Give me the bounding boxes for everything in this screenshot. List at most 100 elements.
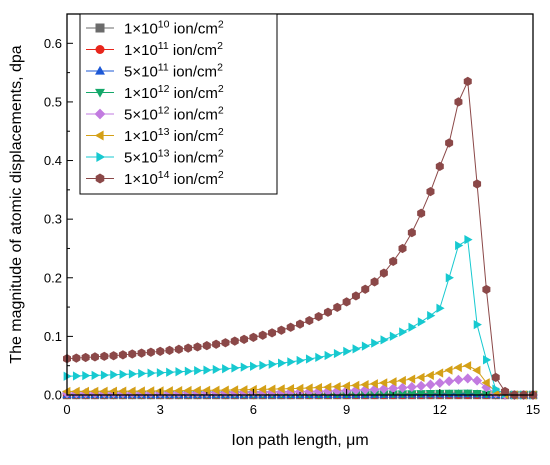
x-tick-label: 3 [157, 402, 164, 417]
legend-label-text: ion/cm [169, 21, 217, 38]
x-tick-label: 12 [433, 402, 447, 417]
data-point [369, 384, 380, 395]
data-point [444, 389, 454, 398]
data-point [444, 365, 453, 375]
data-point [100, 370, 110, 380]
data-point [380, 335, 389, 345]
data-point [427, 310, 436, 321]
data-point [371, 338, 380, 348]
x-axis: 0 3 6 9 12 15 [63, 389, 540, 417]
data-point [295, 383, 304, 393]
data-point [99, 386, 108, 396]
data-point [249, 332, 258, 342]
data-point [369, 379, 378, 389]
data-point [389, 256, 398, 266]
data-point [174, 386, 183, 396]
data-point [222, 364, 231, 374]
data-point [156, 368, 166, 378]
data-point [407, 390, 417, 399]
legend-label: 1×1013 ion/cm2 [124, 126, 224, 145]
data-point [155, 386, 164, 396]
data-point [361, 341, 371, 351]
data-point [379, 268, 388, 278]
data-point [128, 369, 138, 379]
data-point [211, 385, 220, 395]
data-point [136, 386, 145, 396]
y-axis: 0.0 0.1 0.2 0.3 0.4 0.5 0.6 [44, 13, 73, 403]
data-point [483, 355, 492, 365]
data-point [463, 76, 472, 87]
legend-label-superscript: 10 [158, 19, 170, 31]
legend-label-superscript: 12 [158, 105, 170, 117]
series-5 [62, 361, 537, 400]
legend-marker [96, 152, 106, 162]
legend-label-superscript: 2 [218, 126, 224, 138]
data-point [258, 330, 267, 340]
legend-label: 1×1014 ion/cm2 [124, 169, 224, 188]
legend-label-superscript: 2 [218, 19, 224, 31]
data-point [100, 351, 109, 361]
data-point [445, 273, 454, 283]
legend-label-superscript: 2 [218, 83, 224, 95]
data-point [304, 386, 315, 397]
data-point [370, 277, 379, 287]
data-point [407, 374, 416, 384]
data-point [388, 383, 399, 394]
legend-label-superscript: 12 [158, 83, 170, 95]
data-point [239, 385, 248, 395]
data-point [313, 386, 324, 397]
data-point [286, 322, 295, 332]
data-point [174, 344, 183, 354]
data-point [491, 372, 500, 383]
data-point [268, 359, 277, 369]
data-point [473, 320, 482, 330]
y-tick-label: 0.6 [44, 36, 62, 51]
data-point [464, 235, 473, 245]
data-point [175, 367, 184, 377]
data-point [454, 97, 463, 107]
data-point [434, 377, 445, 389]
data-point [119, 369, 128, 379]
data-point [147, 368, 156, 378]
data-point [351, 380, 360, 390]
data-point [361, 284, 370, 294]
data-point [201, 385, 211, 395]
data-point [109, 351, 118, 361]
legend-marker [95, 88, 105, 98]
data-point [472, 365, 481, 375]
data-point [305, 315, 314, 326]
legend-label-superscript: 11 [158, 62, 169, 74]
data-point [416, 380, 427, 391]
data-point [406, 381, 417, 393]
data-point [360, 379, 369, 390]
data-point [248, 384, 257, 395]
legend-items: 1×1010 ion/cm2 1×1011 ion/cm2 5×10 11 ion/c… [86, 19, 224, 188]
data-point [296, 319, 304, 329]
data-point [164, 386, 173, 396]
data-point [287, 357, 296, 367]
legend-label-superscript: 14 [158, 169, 170, 181]
data-point [220, 385, 229, 395]
data-point [250, 361, 259, 371]
legend-label-text: ion/cm [169, 128, 217, 145]
data-point [426, 186, 435, 197]
data-point [71, 386, 80, 397]
data-point [313, 382, 322, 393]
y-tick-label: 0.4 [44, 153, 62, 168]
data-point [453, 374, 464, 385]
data-point [118, 350, 127, 360]
data-point [398, 243, 407, 254]
legend-label-text: ion/cm [169, 85, 217, 102]
data-point [397, 382, 408, 393]
legend-label-text: 5×10 [124, 150, 158, 167]
data-point [407, 228, 416, 238]
data-point [323, 307, 332, 317]
legend-label-text: 5×10 [124, 107, 158, 124]
legend-label-superscript: 2 [218, 105, 224, 117]
data-point [453, 389, 464, 398]
legend-label-superscript: 13 [158, 126, 170, 138]
data-point [323, 382, 332, 392]
data-point [379, 378, 388, 388]
legend-label: 1×1011 ion/cm2 [124, 40, 223, 59]
legend-label: 1×1010 ion/cm2 [124, 19, 224, 38]
